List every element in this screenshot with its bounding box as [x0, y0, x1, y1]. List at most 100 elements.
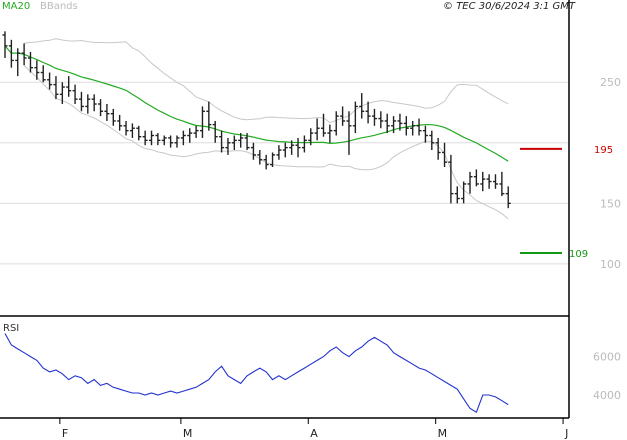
price-bar [505, 186, 511, 209]
price-bar [365, 101, 371, 124]
price-bar [257, 150, 263, 165]
price-bar [270, 152, 276, 167]
price-bar [34, 60, 40, 80]
price-bar [47, 72, 53, 90]
price-bar [263, 154, 269, 170]
price-bar [416, 118, 422, 136]
price-bar [123, 120, 129, 136]
price-bar [2, 31, 8, 58]
x-tick-label: A [310, 427, 318, 440]
price-bar [225, 137, 231, 155]
price-bar [117, 114, 123, 131]
price-bar [199, 106, 205, 138]
price-bar [8, 39, 14, 68]
price-bar [15, 48, 21, 77]
price-bar [250, 142, 256, 160]
price-bar [91, 94, 97, 112]
price-bar [410, 120, 416, 136]
price-bar [422, 125, 428, 143]
resistance-label: 195 [594, 145, 613, 156]
price-bar [27, 51, 33, 73]
price-bar [129, 123, 135, 138]
price-bar [346, 111, 352, 155]
price-bar [435, 137, 441, 160]
price-bar [492, 174, 498, 189]
ma20-path [4, 45, 509, 162]
rsi-label: RSI [3, 323, 19, 334]
price-bar [352, 101, 358, 134]
price-panel: 100 150 250 195 109 [0, 31, 621, 271]
price-bar [174, 135, 180, 148]
price-bar [72, 84, 78, 105]
price-bar [321, 113, 326, 137]
legend-bbands: BBands [40, 1, 78, 12]
price-bar [391, 116, 397, 134]
price-bar [40, 65, 46, 83]
price-bar [53, 76, 59, 100]
price-bar [403, 116, 409, 136]
price-levels: 195 109 [520, 145, 613, 260]
rsi-line [4, 333, 509, 414]
price-bar [136, 125, 142, 141]
price-bar [78, 91, 84, 112]
price-bar [168, 135, 174, 148]
ma20-line [4, 45, 509, 162]
price-bar [333, 111, 339, 136]
price-bar [219, 130, 225, 153]
price-y-tick-labels: 100 150 250 [600, 76, 621, 271]
price-bar [180, 130, 186, 146]
price-bar [486, 174, 492, 189]
price-bar [104, 104, 110, 121]
price-bar [340, 106, 346, 126]
rsi-path [4, 333, 509, 414]
price-y-tick-label: 100 [600, 258, 621, 271]
price-bar [461, 181, 467, 204]
price-bar [142, 130, 148, 146]
legend-ma20: MA20 [2, 1, 30, 12]
price-bar [193, 125, 199, 138]
price-bar [244, 133, 250, 151]
price-bar [289, 140, 295, 155]
price-bar [327, 124, 333, 143]
price-bar [238, 133, 244, 148]
x-tick-label: M [438, 427, 448, 440]
x-tick-label: F [62, 427, 68, 440]
price-bar [308, 128, 314, 146]
rsi-y-tick-labels: 4000 6000 [593, 351, 621, 402]
price-bar [231, 135, 237, 151]
price-bar [295, 137, 301, 158]
price-bar [371, 108, 377, 126]
rsi-y-tick-label: 4000 [593, 389, 621, 402]
price-bar [161, 135, 167, 146]
price-bar [110, 108, 116, 126]
rsi-panel: 4000 6000 RSI [3, 323, 621, 414]
x-tick-label: M [183, 427, 193, 440]
price-bar [314, 118, 320, 141]
rsi-y-tick-label: 6000 [593, 351, 621, 364]
price-bar [149, 130, 155, 146]
bband-upper-line [24, 38, 509, 124]
price-bars [2, 31, 511, 209]
price-bar [59, 82, 65, 105]
price-bar [206, 101, 212, 131]
price-bar [187, 128, 193, 143]
price-bar [359, 93, 365, 119]
copyright-text: © TEC 30/6/2024 3:1 GMT [443, 1, 576, 12]
price-y-tick-label: 250 [600, 76, 621, 89]
price-bar [98, 99, 104, 117]
price-bar [21, 43, 27, 66]
price-bar [155, 133, 161, 146]
price-bar [301, 135, 307, 153]
x-tick-label: J [564, 427, 568, 440]
price-bar [499, 171, 505, 197]
price-bar [276, 145, 282, 160]
price-bar [480, 171, 486, 192]
price-bar [66, 76, 72, 97]
price-bar [378, 111, 384, 129]
price-bar [448, 154, 454, 204]
price-bar [454, 186, 460, 204]
price-bar [442, 142, 448, 167]
price-bar [384, 113, 390, 134]
